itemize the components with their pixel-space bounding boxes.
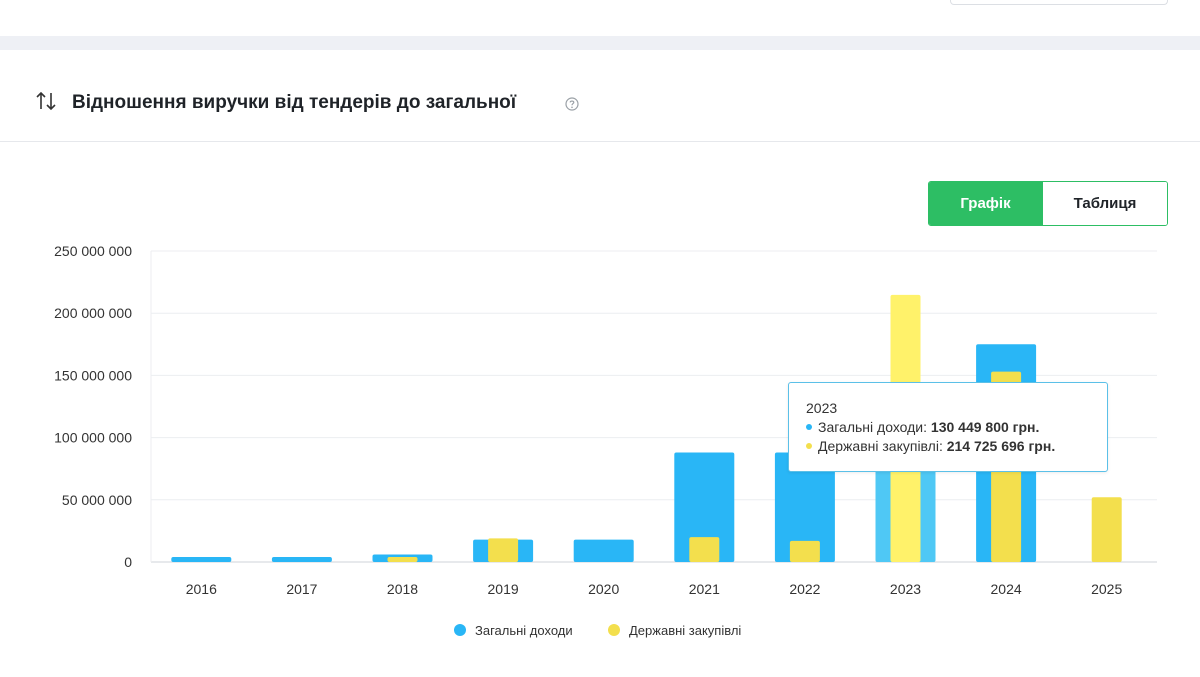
- section-divider: [0, 36, 1200, 50]
- table-view-button[interactable]: Таблиця: [1042, 182, 1167, 225]
- bar-gov-2022: [789, 540, 820, 562]
- x-tick-label: 2018: [387, 581, 418, 597]
- tooltip-dot-gov: [806, 443, 812, 450]
- x-tick-label: 2016: [186, 581, 217, 597]
- help-icon[interactable]: [565, 97, 579, 111]
- tooltip-label-total: Загальні доходи:: [818, 419, 931, 435]
- y-tick-label: 50 000 000: [62, 492, 132, 508]
- bar-gov-2018: [387, 557, 418, 562]
- bar-total-2017: [271, 557, 332, 562]
- x-tick-label: 2022: [789, 581, 820, 597]
- view-toggle: Графік Таблиця: [928, 181, 1168, 226]
- bar-total-2021: [674, 452, 735, 562]
- tooltip-row-total: Загальні доходи: 130 449 800 грн.: [806, 418, 1107, 437]
- x-tick-label: 2023: [890, 581, 921, 597]
- tooltip-row-gov: Державні закупівлі: 214 725 696 грн.: [806, 437, 1107, 456]
- y-tick-label: 0: [124, 554, 132, 570]
- bar-total-2022: [774, 452, 835, 562]
- legend-dot-0: [454, 624, 466, 636]
- x-tick-label: 2020: [588, 581, 619, 597]
- y-tick-label: 250 000 000: [54, 243, 132, 259]
- x-tick-label: 2025: [1091, 581, 1122, 597]
- tooltip-value-gov: 214 725 696 грн.: [946, 438, 1056, 454]
- legend-dot-1: [608, 624, 620, 636]
- x-tick-label: 2019: [488, 581, 519, 597]
- sort-arrows-icon: [36, 91, 56, 111]
- bar-gov-2025: [1091, 497, 1122, 562]
- bar-gov-2019: [488, 538, 519, 562]
- x-tick-label: 2021: [689, 581, 720, 597]
- graph-view-button[interactable]: Графік: [929, 182, 1042, 225]
- y-tick-label: 150 000 000: [54, 367, 132, 383]
- x-tick-label: 2017: [286, 581, 317, 597]
- x-tick-label: 2024: [991, 581, 1022, 597]
- top-input-edge[interactable]: [950, 0, 1168, 5]
- y-tick-label: 200 000 000: [54, 305, 132, 321]
- legend-label-1: Державні закупівлі: [629, 623, 741, 638]
- y-tick-label: 100 000 000: [54, 430, 132, 446]
- chart-tooltip: 2023 Загальні доходи: 130 449 800 грн. Д…: [788, 382, 1108, 472]
- bar-gov-2021: [689, 537, 720, 562]
- top-bar: [0, 0, 1200, 36]
- tooltip-label-gov: Державні закупівлі:: [818, 438, 947, 454]
- section-header: [0, 50, 1200, 142]
- page-title: Відношення виручки від тендерів до загал…: [72, 92, 517, 113]
- tooltip-dot-total: [806, 424, 812, 431]
- bar-total-2016: [171, 557, 232, 562]
- legend-label-0: Загальні доходи: [475, 623, 573, 638]
- bar-total-2020: [573, 539, 634, 562]
- tooltip-year: 2023: [806, 400, 838, 416]
- tooltip-value-total: 130 449 800 грн.: [930, 419, 1040, 435]
